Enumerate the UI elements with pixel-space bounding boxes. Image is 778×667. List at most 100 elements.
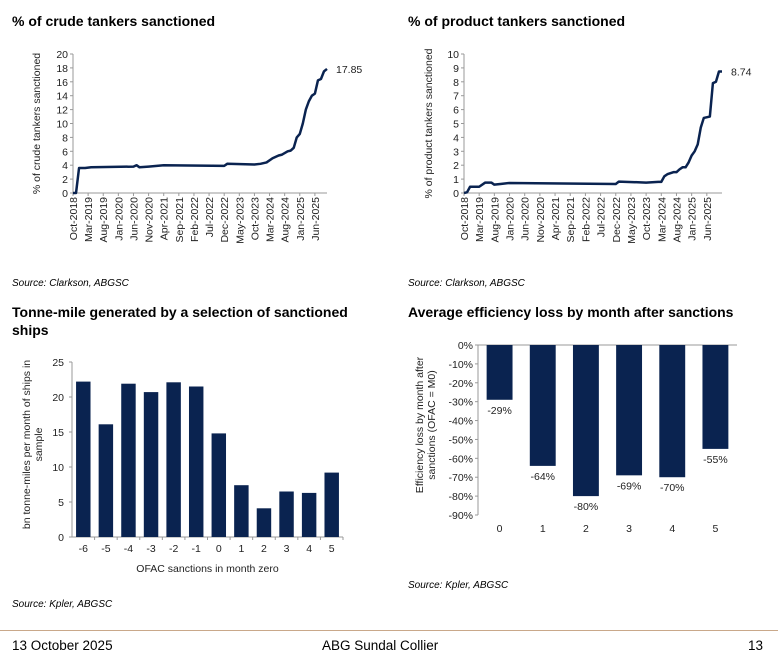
tm-bar xyxy=(279,491,294,537)
tm-bar xyxy=(121,383,136,537)
crude-y-tick-label: 18 xyxy=(56,63,68,75)
product-x-tick-label: Aug-2019 xyxy=(489,197,501,243)
crude-y-tick-label: 12 xyxy=(56,105,68,117)
eff-y-tick-label: -40% xyxy=(448,416,473,428)
crude-end-label: 17.85 xyxy=(336,64,362,76)
eff-x-tick-label: 2 xyxy=(583,523,589,535)
product-x-tick-label: Jan-2020 xyxy=(505,197,517,241)
crude-y-axis-title: % of crude tankers sanctioned xyxy=(31,53,43,194)
product-x-tick-label: Apr-2021 xyxy=(550,197,562,240)
product-x-tick-label: Feb-2022 xyxy=(580,197,592,242)
crude-y-tick-label: 2 xyxy=(62,174,68,186)
eff-bar xyxy=(529,345,556,466)
crude-y-tick-label: 6 xyxy=(62,146,68,158)
product-y-tick-label: 3 xyxy=(453,146,459,158)
eff-y-tick-label: -10% xyxy=(448,359,473,371)
product-y-tick-label: 10 xyxy=(447,49,459,61)
eff-y-axis-title: Efficiency loss by month aftersanctions … xyxy=(414,356,438,493)
crude-x-tick-label: Aug-2024 xyxy=(280,197,292,243)
crude-x-tick-label: Aug-2019 xyxy=(98,197,110,243)
product-x-tick-label: Nov-2020 xyxy=(535,197,547,243)
tm-y-tick-label: 25 xyxy=(52,357,64,369)
source-crude: Source: Clarkson, ABGSC xyxy=(12,278,129,289)
tm-y-tick-label: 20 xyxy=(52,392,64,404)
tm-x-tick-label: 1 xyxy=(238,543,244,555)
crude-y-tick-label: 20 xyxy=(56,49,68,61)
crude-x-tick-label: May-2023 xyxy=(234,197,246,244)
chart-title-tonne-mile: Tonne-mile generated by a selection of s… xyxy=(12,304,348,338)
product-x-tick-label: Oct-2023 xyxy=(641,197,653,240)
eff-x-tick-label: 4 xyxy=(669,523,675,535)
source-product: Source: Clarkson, ABGSC xyxy=(408,278,525,289)
tm-x-tick-label: -2 xyxy=(169,543,178,555)
product-series-line xyxy=(463,70,722,195)
tm-y-tick-label: 15 xyxy=(52,427,64,439)
crude-x-tick-label: Oct-2023 xyxy=(249,197,261,240)
crude-x-tick-label: Jan-2025 xyxy=(295,197,307,241)
tm-x-axis-title: OFAC sanctions in month zero xyxy=(136,563,279,575)
crude-y-tick-label: 16 xyxy=(56,77,68,89)
crude-x-tick-label: Feb-2022 xyxy=(189,197,201,242)
product-y-tick-label: 1 xyxy=(453,174,459,186)
product-x-tick-label: Mar-2019 xyxy=(474,197,486,242)
tm-x-tick-label: 3 xyxy=(284,543,290,555)
crude-x-tick-label: Oct-2018 xyxy=(68,197,80,240)
eff-y-tick-label: -20% xyxy=(448,378,473,390)
tm-x-tick-label: -3 xyxy=(146,543,155,555)
crude-y-tick-label: 8 xyxy=(62,132,68,144)
eff-y-tick-label: -30% xyxy=(448,397,473,409)
tm-bar xyxy=(256,508,272,537)
product-y-tick-label: 2 xyxy=(453,160,459,172)
product-x-tick-label: Jun-2020 xyxy=(520,197,532,241)
crude-series-line xyxy=(73,67,328,195)
footer-divider xyxy=(0,630,778,631)
tm-x-tick-label: 4 xyxy=(306,543,312,555)
product-x-tick-label: Sep-2021 xyxy=(565,197,577,243)
tm-x-tick-label: -6 xyxy=(79,543,88,555)
eff-data-label: -70% xyxy=(660,482,685,494)
product-x-tick-label: Dec-2022 xyxy=(611,197,623,243)
crude-x-tick-label: Dec-2022 xyxy=(219,197,231,243)
eff-data-label: -55% xyxy=(703,454,728,466)
product-x-tick-label: Mar-2024 xyxy=(656,197,668,242)
tm-x-tick-label: -1 xyxy=(192,543,201,555)
eff-bar xyxy=(659,345,686,478)
eff-bar xyxy=(486,345,513,400)
eff-bar xyxy=(702,345,729,449)
tm-bar xyxy=(234,485,249,537)
tm-y-tick-label: 0 xyxy=(58,532,64,544)
tm-bar xyxy=(301,492,317,537)
product-end-label: 8.74 xyxy=(731,67,752,79)
tm-x-tick-label: 5 xyxy=(329,543,335,555)
tm-y-tick-label: 10 xyxy=(52,462,64,474)
product-y-tick-label: 8 xyxy=(453,77,459,89)
crude-y-tick-label: 10 xyxy=(56,119,68,131)
product-x-tick-label: Jun-2025 xyxy=(702,197,714,241)
source-tonne-mile: Source: Kpler, ABGSC xyxy=(12,599,113,610)
product-y-tick-label: 0 xyxy=(453,188,459,200)
product-x-tick-label: Jul-2022 xyxy=(596,197,608,237)
chart-title-efficiency: Average efficiency loss by month after s… xyxy=(408,304,734,320)
product-y-axis-title: % of product tankers sanctioned xyxy=(423,48,435,198)
crude-y-tick-label: 14 xyxy=(56,91,68,103)
crude-x-tick-label: Mar-2024 xyxy=(265,197,277,242)
chart-title-crude: % of crude tankers sanctioned xyxy=(12,13,216,29)
tm-bar xyxy=(98,424,114,537)
tm-y-axis-title: bn tonne-miles per month of ships insamp… xyxy=(21,360,45,529)
tm-x-tick-label: 2 xyxy=(261,543,267,555)
eff-x-tick-label: 3 xyxy=(626,523,632,535)
eff-x-tick-label: 0 xyxy=(497,523,503,535)
eff-y-tick-label: -70% xyxy=(448,472,473,484)
crude-x-tick-label: Jan-2020 xyxy=(113,197,125,241)
crude-x-tick-label: Nov-2020 xyxy=(144,197,156,243)
eff-y-tick-label: 0% xyxy=(458,340,473,352)
footer-company: ABG Sundal Collier xyxy=(322,638,439,653)
eff-data-label: -64% xyxy=(530,471,555,483)
product-x-tick-label: Aug-2024 xyxy=(671,197,683,243)
product-y-tick-label: 4 xyxy=(453,132,459,144)
crude-x-tick-label: Sep-2021 xyxy=(174,197,186,243)
eff-bar xyxy=(616,345,643,476)
crude-x-tick-label: Jun-2020 xyxy=(128,197,140,241)
product-x-tick-label: May-2023 xyxy=(626,197,638,244)
